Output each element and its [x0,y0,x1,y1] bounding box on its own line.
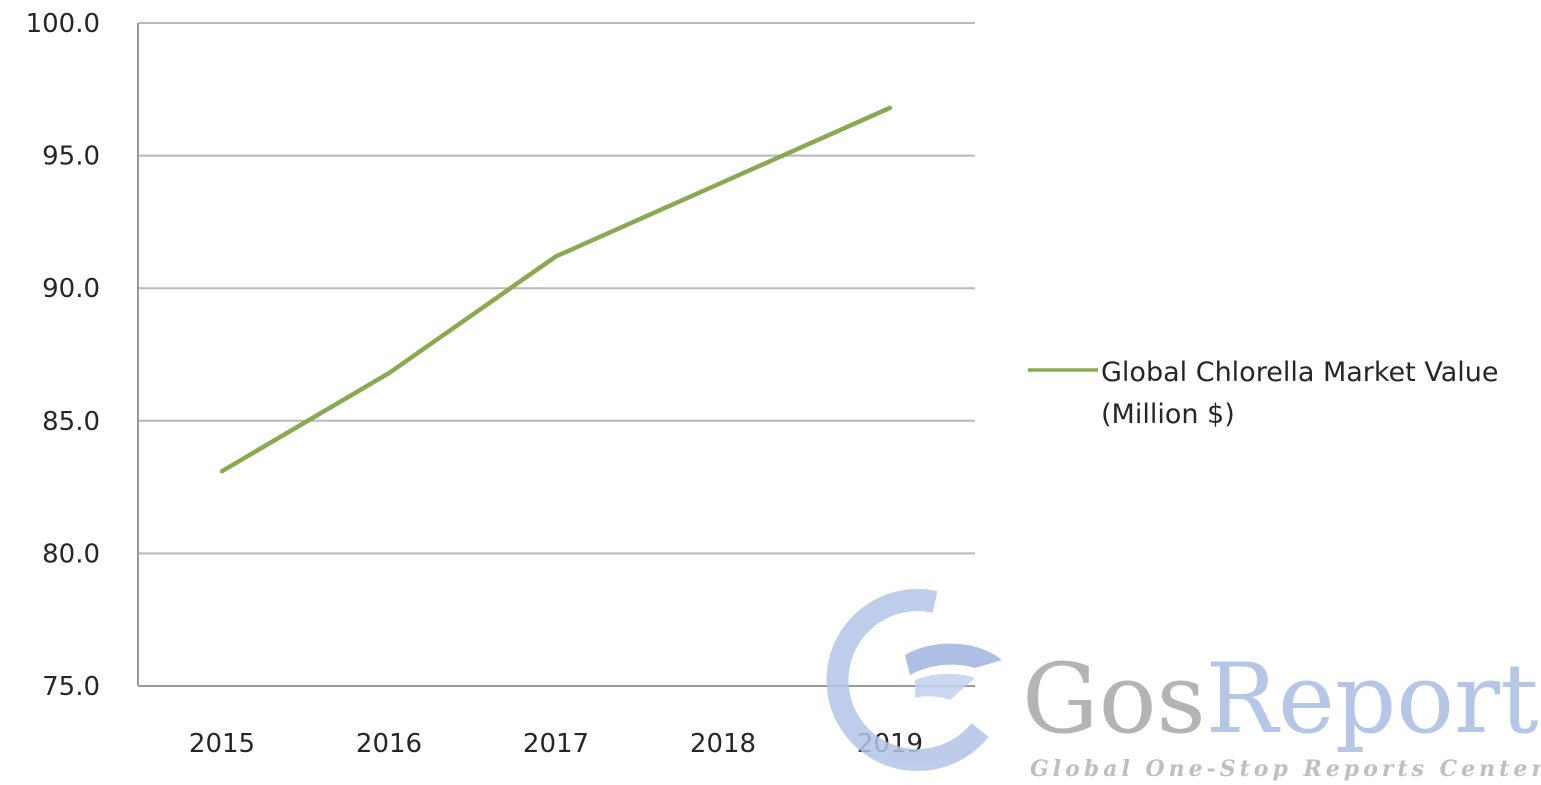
gridlines [138,22,975,555]
legend: Global Chlorella Market Value (Million $… [1028,357,1499,430]
legend-label-line1: Global Chlorella Market Value [1101,357,1499,388]
x-tick-label: 2017 [523,729,589,759]
x-tick-label: 2015 [189,729,255,759]
watermark-brand-reports: Reports [1206,643,1541,755]
series [219,105,893,474]
legend-label-line2: (Million $) [1101,399,1235,430]
gosreports-watermark: GosReports Global One-Stop Reports Cente… [826,589,1541,782]
y-tick-label: 80.0 [42,539,100,569]
y-tick-label: 85.0 [42,407,100,437]
x-tick-label: 2018 [690,729,756,759]
watermark-tagline: Global One-Stop Reports Center [1030,756,1541,782]
x-axis-tick-labels: 2015 2016 2017 2018 2019 [189,729,923,759]
y-tick-label: 95.0 [42,142,100,172]
x-tick-label: 2016 [356,729,422,759]
watermark-brand-gos: Gos [1022,643,1206,755]
y-tick-label: 90.0 [42,274,100,304]
watermark-brand: GosReports [1022,643,1541,755]
series-line [219,105,893,474]
axes [137,23,975,687]
y-tick-label: 75.0 [42,672,100,702]
y-tick-label: 100.0 [26,9,100,39]
gosreports-logo-icon [826,589,1002,772]
y-axis-tick-labels: 75.0 80.0 85.0 90.0 95.0 100.0 [26,9,100,702]
